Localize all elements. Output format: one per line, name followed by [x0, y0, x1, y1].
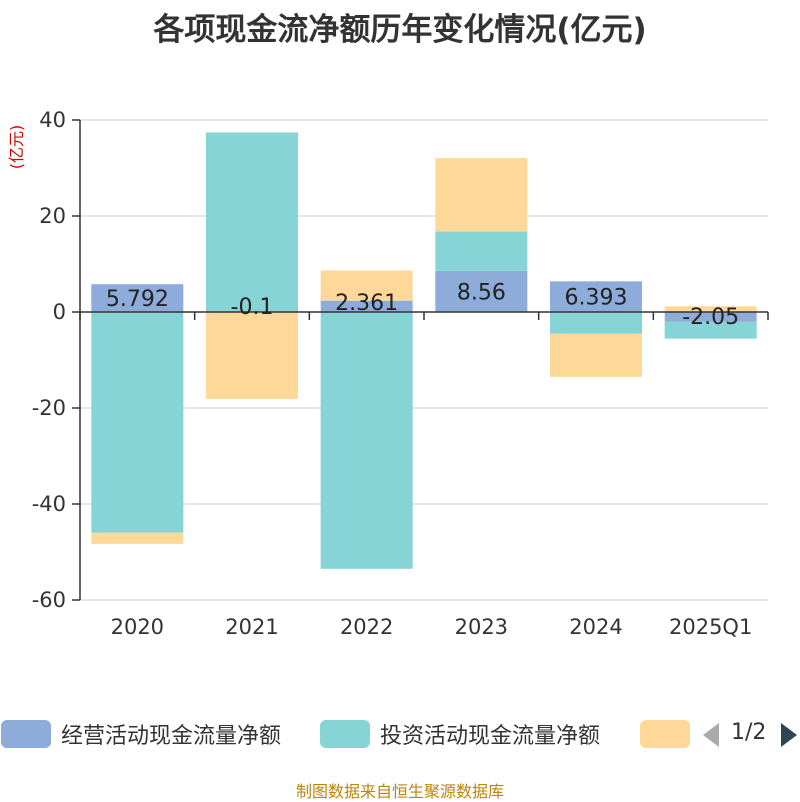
bar-financing: [320, 270, 413, 301]
bar-investing: [320, 312, 413, 569]
y-axis-label: (亿元): [7, 125, 26, 170]
legend-item-investing[interactable]: 投资活动现金流量净额: [320, 716, 630, 752]
y-tick-label: -40: [32, 492, 66, 516]
legend-item-financing[interactable]: [640, 716, 690, 752]
bar-investing: [206, 132, 298, 312]
legend-item-operating[interactable]: 经营活动现金流量净额: [1, 716, 311, 752]
y-tick-label: -20: [32, 396, 66, 420]
source-note: 制图数据来自恒生聚源数据库: [295, 782, 504, 801]
bar-financing: [206, 312, 298, 399]
legend: 经营活动现金流量净额 投资活动现金流量净额 1/2: [0, 716, 800, 752]
legend-next-arrow-icon[interactable]: [779, 722, 799, 748]
y-tick-label: -60: [32, 588, 66, 612]
data-label: 5.792: [106, 287, 169, 312]
bar-operating: [320, 300, 413, 312]
bar-operating: [91, 284, 184, 312]
bar-financing: [91, 532, 184, 544]
legend-swatch-operating: [1, 720, 51, 748]
bar-investing: [664, 321, 757, 339]
chart-title: 各项现金流净额历年变化情况(亿元): [153, 12, 647, 48]
bar-financing: [550, 333, 642, 377]
data-label: 8.56: [457, 280, 506, 305]
bar-operating: [435, 270, 528, 312]
bar-operating: [664, 312, 757, 322]
bar-investing: [435, 231, 528, 271]
y-tick-label: 40: [39, 108, 66, 132]
legend-label-operating: 经营活动现金流量净额: [61, 724, 282, 749]
data-label: -0.1: [231, 295, 274, 320]
legend-swatch-investing: [320, 720, 370, 748]
data-label: 2.361: [335, 291, 398, 316]
data-label: -2.05: [682, 305, 739, 330]
x-tick-label: 2024: [569, 615, 622, 639]
x-tick-label: 2023: [455, 615, 508, 639]
x-tick-label: 2020: [111, 615, 164, 639]
legend-swatch-financing: [640, 720, 690, 748]
legend-label-investing: 投资活动现金流量净额: [380, 724, 601, 749]
data-label: 6.393: [565, 286, 628, 311]
y-tick-label: 20: [39, 204, 66, 228]
bar-operating: [550, 281, 642, 312]
y-tick-label: 0: [53, 300, 66, 324]
legend-prev-arrow-icon[interactable]: [701, 722, 721, 748]
bar-investing: [91, 312, 184, 533]
x-tick-label: 2022: [340, 615, 393, 639]
bar-financing: [664, 306, 757, 312]
x-tick-label: 2021: [225, 615, 278, 639]
x-tick-label: 2025Q1: [669, 615, 752, 639]
bar-investing: [550, 312, 642, 334]
bar-financing: [435, 158, 528, 232]
legend-page-indicator: 1/2: [731, 720, 767, 745]
